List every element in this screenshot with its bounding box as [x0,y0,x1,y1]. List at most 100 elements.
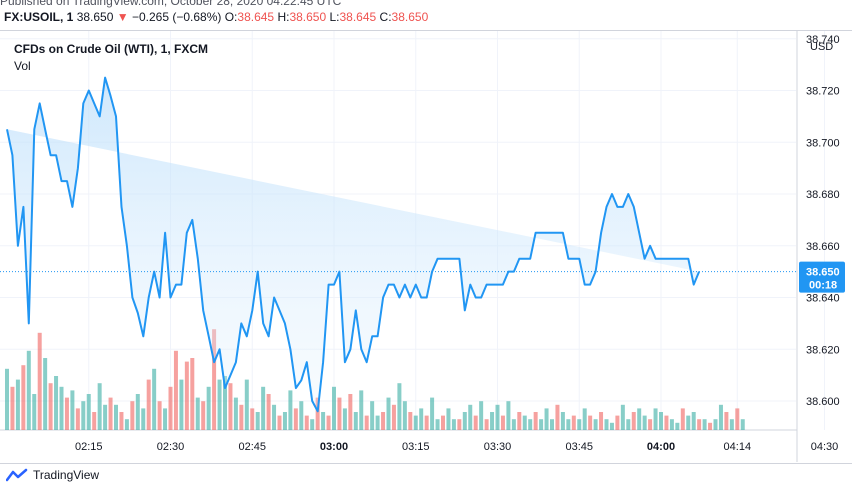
symbol: FX:USOIL, 1 [4,10,74,24]
brand-name[interactable]: TradingView [33,468,100,482]
volume-bar [397,383,402,430]
volume-bar [631,412,636,430]
last-price-badge-value: 38.650 [806,267,840,279]
volume-bar [97,383,102,430]
low-value: 38.645 [339,10,377,24]
volume-bar [195,397,200,430]
volume-bar [571,415,576,430]
volume-bar [190,358,195,430]
x-tick-label: 03:15 [402,441,430,453]
high-label: H: [277,10,290,24]
last-price-badge [799,261,845,293]
y-tick-label: 38.720 [806,86,840,98]
y-tick-label: 38.660 [806,241,840,253]
volume-bar [179,379,184,430]
volume-bar [522,415,527,430]
x-tick-label: 02:45 [238,441,266,453]
volume-bar [653,408,658,430]
volume-bar [457,419,462,430]
volume-bar [642,415,647,430]
volume-bar [620,404,625,430]
volume-bar [402,401,407,430]
volume-bar [430,397,435,430]
price-area [7,77,700,412]
volume-bar [555,404,560,430]
volume-bar [506,401,511,430]
volume-bar [266,394,271,430]
volume-bar [157,401,162,430]
volume-bar [740,419,745,430]
volume-bar [304,415,309,430]
volume-bar [288,390,293,430]
volume-bar [408,412,413,430]
volume-bar [441,415,445,430]
x-tick-label: 04:14 [724,441,752,453]
volume-bar [500,415,505,430]
volume-bar [718,404,723,430]
change-value: −0.265 (−0.68%) [131,10,222,24]
countdown-value: 00:18 [809,280,837,292]
x-tick-label: 03:45 [565,441,593,453]
volume-bar [228,383,233,430]
x-tick-label: 03:00 [320,441,348,453]
volume-bar [435,419,440,430]
volume-bar [424,415,429,430]
volume-bar [451,419,456,430]
volume-bar [86,394,91,430]
x-tick-label: 04:00 [647,441,675,453]
volume-bar [217,379,222,430]
legend-vol: Vol [14,59,31,73]
volume-bar [59,386,64,430]
volume-bar [152,368,157,430]
x-tick-label: 04:30 [811,441,839,453]
volume-bar [315,397,320,430]
volume-bar [337,397,342,430]
volume-bar [588,415,593,430]
volume-bar [593,419,598,430]
volume-bar [272,404,277,430]
volume-bar [511,419,516,430]
volume-bar [609,422,614,430]
volume-bar [244,379,249,430]
volume-bar [277,415,282,430]
ticker-bar: FX:USOIL, 1 38.650 ▼ −0.265 (−0.68%) O:3… [4,10,428,28]
volume-bar [81,401,86,430]
volume-bar [582,408,587,430]
volume-bar [114,404,118,430]
volume-bar [168,386,173,430]
volume-bar [370,401,375,430]
volume-bar [321,412,326,430]
volume-bar [391,404,396,430]
volume-bar [462,412,467,430]
tradingview-logo-icon[interactable] [6,468,28,482]
volume-bar [326,415,331,430]
volume-bar [282,412,287,430]
volume-bar [713,419,718,430]
volume-bar [70,390,75,430]
volume-bar [615,415,620,430]
volume-bar [528,419,533,430]
volume-bar [599,412,604,430]
y-tick-label: 38.640 [806,293,840,305]
volume-bar [724,412,729,430]
footer: TradingView [6,466,99,484]
volume-bar [490,412,495,430]
volume-bar [173,350,178,430]
high-value: 38.650 [289,10,327,24]
volume-bar [37,332,42,430]
low-label: L: [329,10,340,24]
volume-bar [206,386,211,430]
volume-bar [691,412,696,430]
volume-bar [124,419,129,430]
volume-bar [135,394,140,430]
published-info: Published on TradingView.com, October 28… [0,0,342,8]
volume-bar [517,412,522,430]
volume-bar [201,401,206,430]
y-tick-label: 38.680 [806,189,840,201]
volume-bar [146,379,151,430]
volume-bar [626,419,631,430]
volume-bar [702,419,707,430]
volume-bar [484,419,489,430]
volume-bar [566,419,571,430]
